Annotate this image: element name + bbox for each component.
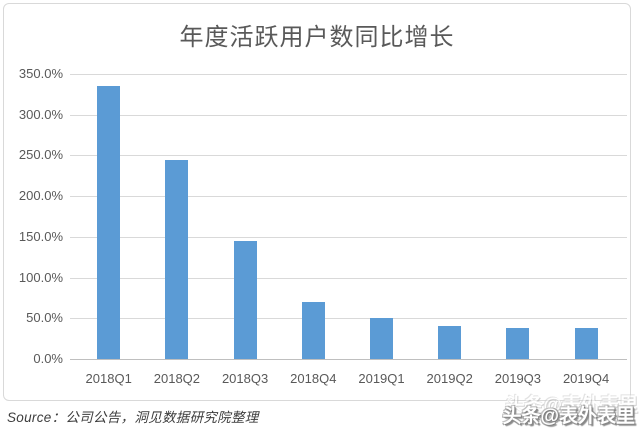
chart-container: 年度活跃用户数同比增长 [3,3,631,401]
source-note: Source：公司公告，洞见数据研究院整理 [7,410,259,425]
watermark-text: 头条@表外表里 [502,406,635,427]
chart-title: 年度活跃用户数同比增长 [179,24,455,51]
watermark-ghost-text: 头条@表外表里 [505,395,638,416]
watermark: 头条@表外表里 头条@表外表里 [415,392,638,436]
